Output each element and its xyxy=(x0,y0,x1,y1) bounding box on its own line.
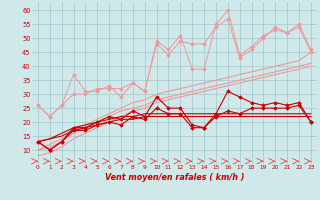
X-axis label: Vent moyen/en rafales ( km/h ): Vent moyen/en rafales ( km/h ) xyxy=(105,173,244,182)
